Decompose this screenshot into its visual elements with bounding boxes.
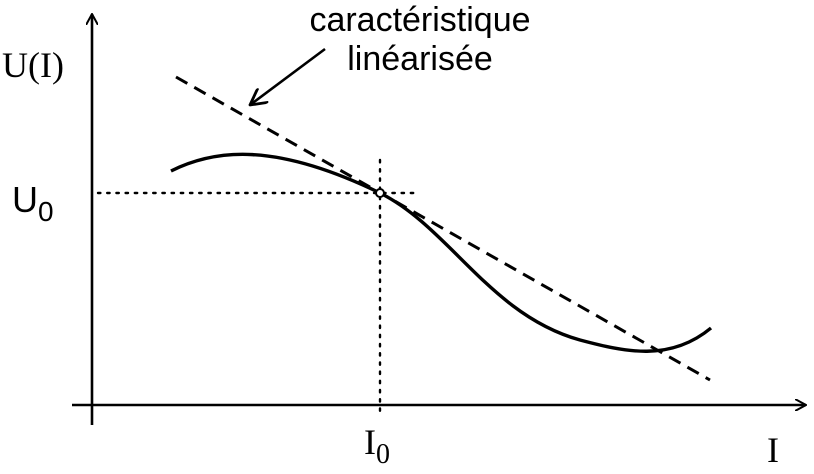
annotation-line-2: linéarisée [347, 40, 493, 78]
x-axis-label: I [767, 430, 779, 470]
i0-label-base: I [364, 422, 376, 462]
u0-label-subscript: 0 [38, 196, 54, 227]
u0-label: U0 [12, 179, 54, 227]
characteristic-curve [170, 152, 713, 353]
operating-point-marker [375, 188, 385, 198]
y-axis-label: U(I) [2, 45, 64, 85]
annotation-arrow [250, 47, 326, 105]
i0-label: I0 [364, 422, 390, 470]
i0-label-subscript: 0 [376, 439, 390, 470]
u0-label-base: U [12, 179, 38, 220]
linearized-tangent-line [175, 75, 711, 382]
annotation-line-1: caractéristique [309, 1, 530, 39]
